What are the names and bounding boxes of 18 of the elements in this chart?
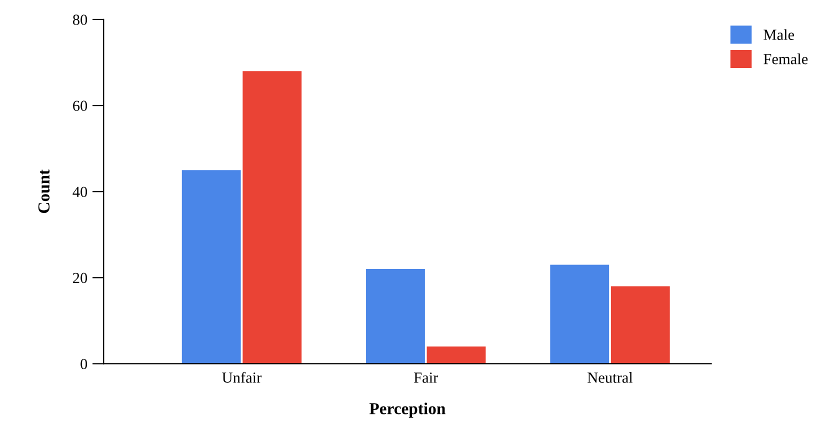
x-axis-title: Perception xyxy=(369,402,446,418)
x-tick-label: Neutral xyxy=(588,372,633,383)
bar xyxy=(242,71,302,364)
y-tick-label: 60 xyxy=(73,100,88,111)
bar xyxy=(610,286,670,364)
bar xyxy=(426,346,486,364)
y-axis-title: Count xyxy=(38,169,50,214)
x-tick-label: Fair xyxy=(414,372,438,383)
y-tick-label: 40 xyxy=(72,186,88,198)
y-tick-label: 80 xyxy=(72,14,88,25)
bar xyxy=(182,170,241,364)
legend-label: Female xyxy=(764,54,808,64)
bar xyxy=(366,269,425,364)
y-tick-label: 0 xyxy=(80,358,88,370)
x-tick-label: Unfair xyxy=(222,372,262,383)
legend-label: Male xyxy=(764,29,794,40)
y-tick-label: 20 xyxy=(73,272,88,284)
bar xyxy=(550,264,610,364)
